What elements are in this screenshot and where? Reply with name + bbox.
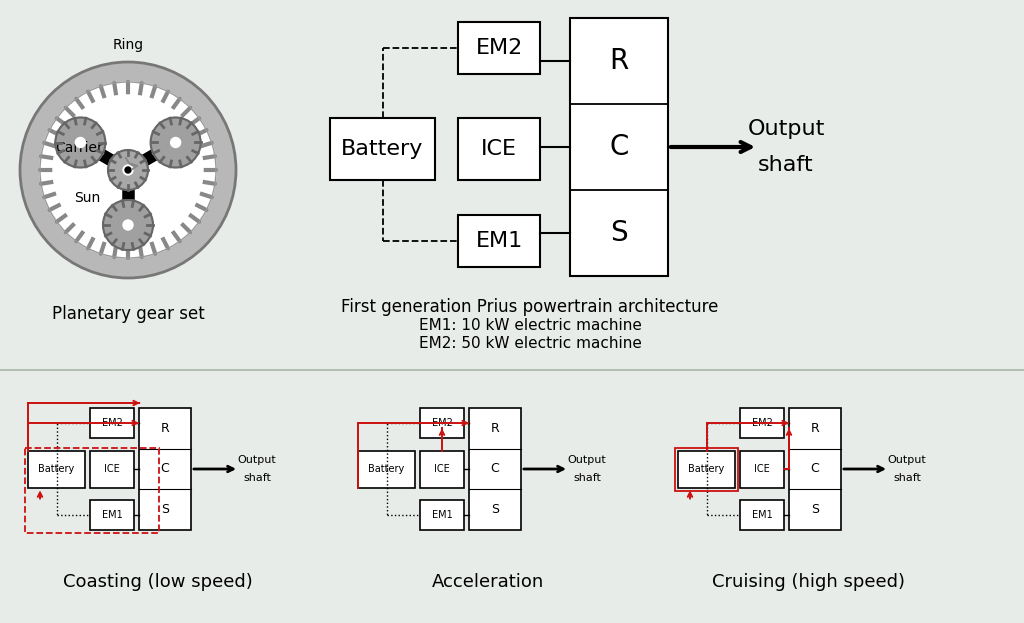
Circle shape: [40, 82, 216, 258]
Text: R: R: [811, 422, 819, 435]
Text: R: R: [490, 422, 500, 435]
Bar: [358, 450, 415, 488]
Text: EM1: EM1: [432, 510, 453, 520]
Text: EM1: EM1: [475, 231, 522, 251]
Text: shaft: shaft: [893, 473, 921, 483]
Text: shaft: shaft: [573, 473, 601, 483]
Circle shape: [171, 138, 180, 148]
Text: Ring: Ring: [113, 38, 143, 52]
Circle shape: [123, 165, 133, 175]
Bar: [458, 22, 540, 74]
Text: Coasting (low speed): Coasting (low speed): [63, 573, 253, 591]
Text: S: S: [610, 219, 628, 247]
Text: Output: Output: [748, 119, 824, 139]
Text: EM1: EM1: [101, 510, 123, 520]
Text: Battery: Battery: [369, 464, 404, 474]
Text: Cruising (high speed): Cruising (high speed): [712, 573, 904, 591]
Text: Sun: Sun: [74, 191, 100, 205]
Text: ICE: ICE: [434, 464, 450, 474]
Text: C: C: [490, 462, 500, 475]
Bar: [90, 408, 134, 438]
Text: EM2: 50 kW electric machine: EM2: 50 kW electric machine: [419, 336, 641, 351]
Bar: [740, 408, 784, 438]
Text: S: S: [490, 503, 499, 516]
Text: Output: Output: [888, 455, 927, 465]
Text: EM1: EM1: [752, 510, 772, 520]
Text: Battery: Battery: [38, 464, 75, 474]
Text: EM2: EM2: [475, 38, 522, 58]
Bar: [420, 408, 464, 438]
Circle shape: [76, 138, 85, 148]
Bar: [420, 450, 464, 488]
Text: C: C: [811, 462, 819, 475]
Text: S: S: [161, 503, 169, 516]
Text: shaft: shaft: [758, 155, 814, 175]
Bar: [740, 500, 784, 530]
Bar: [678, 450, 735, 488]
Text: EM2: EM2: [101, 418, 123, 428]
Text: EM2: EM2: [431, 418, 453, 428]
Text: Battery: Battery: [341, 139, 424, 159]
Bar: [139, 408, 191, 530]
Text: R: R: [161, 422, 169, 435]
Text: Battery: Battery: [688, 464, 725, 474]
Text: Planetary gear set: Planetary gear set: [51, 305, 205, 323]
Text: S: S: [811, 503, 819, 516]
Circle shape: [55, 118, 105, 168]
Bar: [458, 215, 540, 267]
Bar: [675, 447, 738, 490]
Bar: [90, 450, 134, 488]
Bar: [420, 500, 464, 530]
Circle shape: [108, 150, 148, 190]
Text: ICE: ICE: [754, 464, 770, 474]
Text: Carrier: Carrier: [55, 141, 103, 155]
Circle shape: [151, 118, 201, 168]
Circle shape: [125, 167, 131, 173]
Bar: [330, 118, 435, 180]
Bar: [90, 500, 134, 530]
Text: Output: Output: [567, 455, 606, 465]
Text: shaft: shaft: [243, 473, 271, 483]
Text: Output: Output: [238, 455, 276, 465]
Bar: [28, 450, 85, 488]
Text: EM1: 10 kW electric machine: EM1: 10 kW electric machine: [419, 318, 641, 333]
Text: Acceleration: Acceleration: [432, 573, 544, 591]
Circle shape: [123, 220, 133, 230]
Text: ICE: ICE: [104, 464, 120, 474]
Circle shape: [103, 200, 153, 250]
Bar: [570, 18, 668, 276]
Text: First generation Prius powertrain architecture: First generation Prius powertrain archit…: [341, 298, 719, 316]
Bar: [458, 118, 540, 180]
Bar: [790, 408, 841, 530]
Text: R: R: [609, 47, 629, 75]
Text: C: C: [609, 133, 629, 161]
Circle shape: [53, 95, 203, 245]
Text: ICE: ICE: [481, 139, 517, 159]
Circle shape: [20, 62, 236, 278]
Bar: [25, 447, 160, 533]
Bar: [740, 450, 784, 488]
Text: C: C: [161, 462, 169, 475]
Text: EM2: EM2: [752, 418, 772, 428]
Bar: [469, 408, 521, 530]
